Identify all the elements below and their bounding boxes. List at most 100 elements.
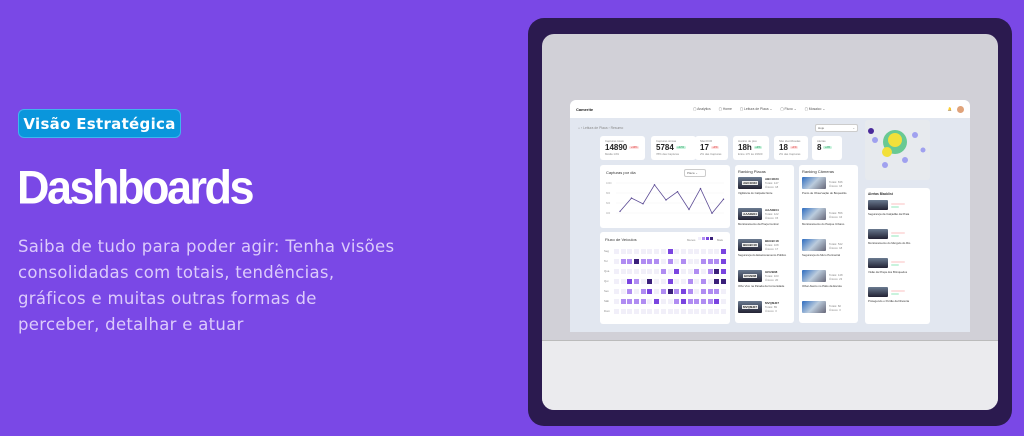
heatmap-cell	[640, 248, 646, 254]
period-select[interactable]: Hoje ⌄	[815, 124, 858, 132]
heatmap-cell	[700, 258, 706, 264]
kpi-card: Alertas 8 +2%	[812, 136, 842, 160]
nav-item[interactable]: ▢ Analytics	[693, 107, 711, 111]
avatar[interactable]	[957, 105, 964, 113]
heatmap-cell	[667, 268, 673, 274]
heatmap-cell	[707, 298, 713, 304]
bell-icon[interactable]: 🔔	[947, 107, 952, 111]
ranking-plate-item[interactable]: BEG9C18 BEG9C18 Totais: 108 Únicos: 17 Seg…	[738, 239, 787, 257]
heatmap-cell	[620, 258, 626, 264]
breadcrumb-item[interactable]: Leitura de Placa	[583, 126, 608, 130]
heatmap-cell	[674, 258, 680, 264]
y-tick: 800	[606, 192, 611, 195]
heatmap-cell	[660, 248, 666, 254]
heatmap-cell	[627, 278, 633, 284]
category-badge: Visão Estratégica	[18, 109, 181, 138]
y-tick: 600	[606, 202, 611, 205]
ranking-plate-item[interactable]: MVQ8H07 MVQ8H07 Totais: 89 Únicos: 3	[738, 301, 792, 315]
heatmap-cell	[620, 308, 626, 314]
heatmap-row: Ter	[604, 256, 728, 266]
kpi-card: Capturas totais 14890 +44% Média 14%	[600, 136, 645, 160]
heatmap-cell	[680, 298, 686, 304]
ranking-plate-item[interactable]: GIV2B08 GIV2B08 Totais: 103 Únicos: 20 Olh…	[738, 270, 785, 288]
heatmap-cell	[640, 298, 646, 304]
ranking-plates-card: Ranking Placas ABC1D23 ABC1D23 Totais: 14…	[735, 165, 794, 323]
nav-item[interactable]: ▢ Leitura de Placa ⌄	[739, 107, 773, 111]
camera-image	[802, 208, 826, 220]
ranking-plate-item[interactable]: ABC1D23 ABC1D23 Totais: 147 Únicos: 18 Vig…	[738, 177, 779, 195]
alert-item[interactable]: Segurança da Calçadão da Praia	[868, 200, 926, 216]
heatmap-cell	[700, 308, 706, 314]
heatmap-cell	[634, 268, 640, 274]
ranking-plate-item[interactable]: AAA0B04 AAA0B04 Totais: 122 Únicos: 15 Mon…	[738, 208, 779, 226]
nav-item[interactable]: ▢ Home	[718, 107, 732, 111]
heatmap-cell	[680, 248, 686, 254]
heatmap-cell	[721, 288, 726, 294]
alert-item[interactable]: Visão da Praça dos Brinquedos	[868, 258, 926, 274]
nav-item[interactable]: ▢ Fluxo ⌄	[780, 107, 797, 111]
plate-image: MVQ8H07	[738, 301, 762, 313]
heatmap-cell	[674, 268, 680, 274]
plate-image	[868, 287, 888, 297]
heatmap-cell	[674, 288, 680, 294]
data-point	[711, 212, 713, 214]
heatmap-cell	[647, 278, 653, 284]
alert-item[interactable]: Protegendo o Portão da Diretoria	[868, 287, 926, 303]
heatmap-cell	[680, 288, 686, 294]
heatmap-cell	[714, 248, 720, 254]
alert-item[interactable]: Monitoramento do Mergulo do Rio	[868, 229, 926, 245]
camera-image	[802, 177, 826, 189]
heatmap-cell	[674, 298, 680, 304]
heatmap-cell	[667, 288, 673, 294]
heatmap-cell	[694, 258, 700, 264]
heatmap-cell	[620, 288, 626, 294]
chart-type-select[interactable]: Placa ⌄	[684, 169, 706, 177]
heatmap-cell	[694, 298, 700, 304]
heatmap-cell	[634, 278, 640, 284]
heatmap-cell	[707, 258, 713, 264]
plate-image: BEG9C18	[738, 239, 762, 251]
nav-item[interactable]: ▢ Mosaico ⌄	[804, 107, 826, 111]
heatmap-cell	[721, 308, 726, 314]
heatmap-cell	[634, 298, 640, 304]
data-point	[642, 203, 644, 205]
heatmap-cell	[614, 278, 619, 284]
ranking-camera-item[interactable]: Totais: 636 Únicos: 18 Ponto de Observaçã…	[802, 177, 856, 195]
heatmap-cell	[687, 288, 693, 294]
heatmap-cell	[687, 298, 693, 304]
ranking-camera-item[interactable]: Totais: 148 Únicos: 23 Olhar Atento no Pá…	[802, 270, 856, 288]
heatmap-cell	[614, 298, 619, 304]
heatmap-cell	[667, 298, 673, 304]
heatmap-cell	[667, 278, 673, 284]
heatmap-cell	[714, 258, 720, 264]
camera-image	[802, 239, 826, 251]
kpi-card: Horário de pico 18h +2% Entre 17h às 19h0…	[733, 136, 769, 160]
card-title: Fluxo de Veículos	[605, 237, 637, 242]
heatmap-cell	[614, 268, 619, 274]
heatmap-cell	[700, 268, 706, 274]
heatmap-cell	[654, 298, 660, 304]
heatmap-cell	[654, 288, 660, 294]
heatmap-row: Sáb	[604, 296, 728, 306]
legend-low: Menos	[687, 238, 696, 242]
heat-map[interactable]	[865, 120, 930, 180]
heatmap-cell	[647, 298, 653, 304]
heatmap-cell	[714, 308, 720, 314]
card-title: Alertas Blacklist	[868, 192, 893, 196]
heatmap-cell	[634, 248, 640, 254]
ranking-camera-item[interactable]: Totais: 82 Únicos: 3	[802, 301, 856, 315]
ranking-camera-item[interactable]: Totais: 556 Únicos: 16 Monitoramento do P…	[802, 208, 856, 226]
heatmap-cell	[627, 288, 633, 294]
heatmap-cell	[647, 248, 653, 254]
data-point	[653, 184, 656, 186]
data-point	[665, 199, 667, 201]
data-point	[630, 197, 633, 199]
heatmap-cell	[680, 308, 686, 314]
heatmap-cell	[654, 258, 660, 264]
ranking-camera-item[interactable]: Totais: 542 Únicos: 18 Segurança do Muro …	[802, 239, 856, 257]
heatmap-cell	[654, 248, 660, 254]
kpi-card: Não/OCR 17 +3% 2% das Capturas	[695, 136, 728, 160]
heatmap-cell	[640, 308, 646, 314]
heatmap-cell	[660, 308, 666, 314]
heatmap-cell	[721, 258, 726, 264]
